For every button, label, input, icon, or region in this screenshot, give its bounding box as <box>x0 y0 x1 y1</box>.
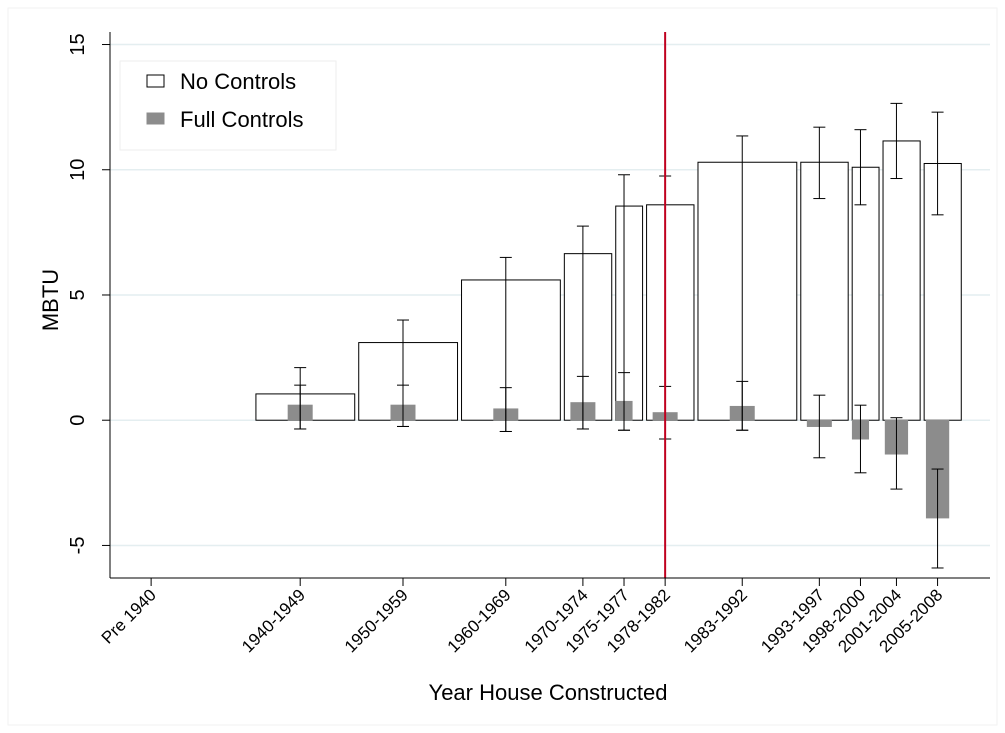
y-tick-label: 0 <box>67 415 89 426</box>
bar-no-controls <box>697 161 798 421</box>
bar-no-controls <box>882 140 921 421</box>
bar-no-controls <box>646 204 695 421</box>
y-tick-label: 5 <box>67 289 89 300</box>
x-axis-label: Year House Constructed <box>429 680 668 705</box>
y-tick-label: -5 <box>67 537 89 555</box>
y-tick-label: 10 <box>67 159 89 181</box>
bar-no-controls <box>563 253 613 421</box>
legend-label-no-controls: No Controls <box>180 69 296 94</box>
y-axis-label: MBTU <box>38 269 63 331</box>
legend: No Controls Full Controls <box>119 60 337 151</box>
y-tick-label: 15 <box>67 33 89 55</box>
legend-swatch-full-controls <box>146 112 165 125</box>
bar-no-controls <box>461 279 561 421</box>
legend-swatch-no-controls <box>146 74 165 88</box>
bars <box>255 140 962 519</box>
bar-no-controls <box>800 161 849 421</box>
bar-no-controls <box>615 205 644 421</box>
legend-label-full-controls: Full Controls <box>180 107 303 132</box>
bar-no-controls <box>923 162 962 421</box>
